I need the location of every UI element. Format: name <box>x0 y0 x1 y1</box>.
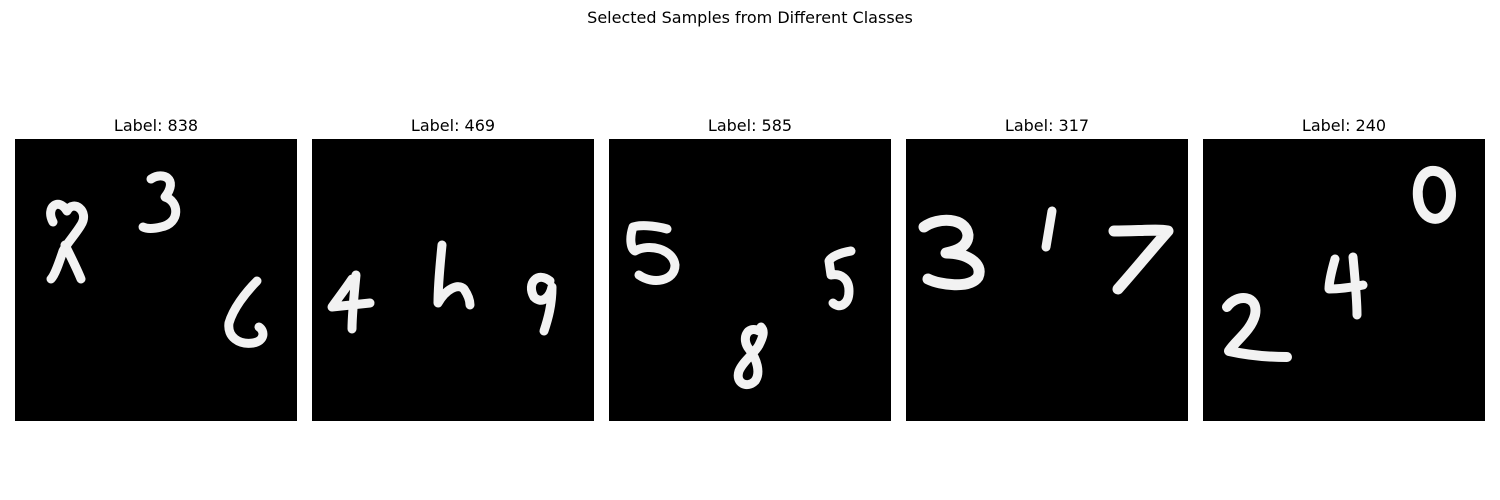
sample-title-2: Label: 469 <box>410 116 496 135</box>
sample-image-4 <box>906 139 1188 421</box>
figure-title: Selected Samples from Different Classes <box>587 8 913 27</box>
sample-image-1 <box>15 139 297 421</box>
digit-image-838 <box>46 171 268 348</box>
digit-image-317 <box>918 206 1174 295</box>
digit-image-469 <box>327 240 557 336</box>
sample-image-2 <box>312 139 594 421</box>
digit-image-585 <box>626 221 856 390</box>
sample-image-5 <box>1203 139 1485 421</box>
sample-title-3: Label: 585 <box>707 116 793 135</box>
sample-image-3 <box>609 139 891 421</box>
sample-title-4: Label: 317 <box>1004 116 1090 135</box>
digit-image-240 <box>1222 165 1456 362</box>
sample-title-1: Label: 838 <box>113 116 199 135</box>
sample-title-5: Label: 240 <box>1301 116 1387 135</box>
